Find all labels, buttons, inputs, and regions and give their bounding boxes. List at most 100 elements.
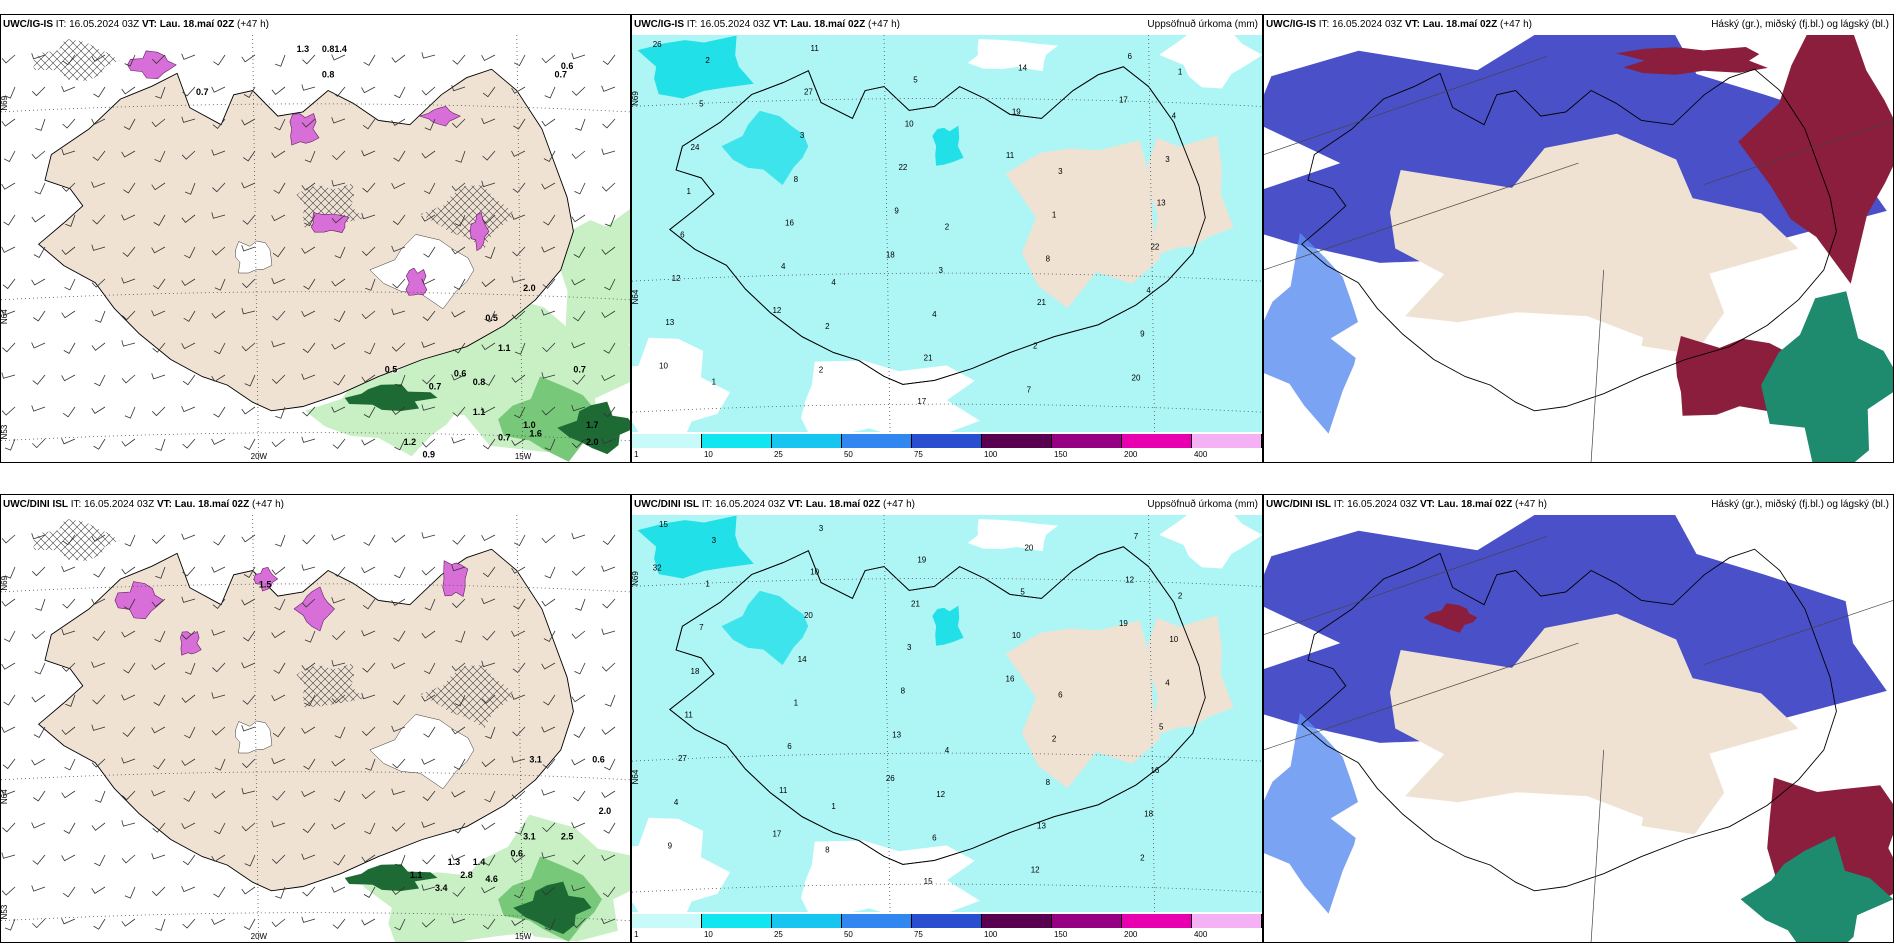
map-value-label: 4.6 bbox=[485, 874, 498, 884]
wind-barb bbox=[91, 54, 106, 62]
wind-barb bbox=[571, 694, 586, 703]
wind-barb bbox=[61, 918, 76, 925]
graticule bbox=[632, 515, 1262, 912]
map-value-label: 3.4 bbox=[435, 883, 448, 893]
map-value-label: 11 bbox=[685, 710, 694, 719]
map-value-label: 3 bbox=[712, 536, 717, 545]
wind-barb bbox=[511, 374, 526, 383]
wind-barb bbox=[391, 822, 406, 832]
wind-barb bbox=[601, 310, 616, 319]
wind-barb bbox=[511, 854, 526, 863]
wind-barb bbox=[602, 406, 616, 418]
map-value-label: 26 bbox=[653, 40, 662, 49]
map-value-label: 6 bbox=[680, 230, 685, 239]
wind-barb bbox=[273, 662, 286, 674]
wind-map-bottom: 1.5 3.1 0.6 2.0 2.5 3.1 0.6 1.3 1.42.8 3.4 4.6 1.1 N… bbox=[1, 515, 630, 942]
wind-barb bbox=[601, 85, 616, 92]
wind-barb bbox=[301, 853, 316, 860]
dry-area bbox=[632, 817, 730, 912]
wind-barb bbox=[601, 854, 616, 862]
wind-barb bbox=[422, 790, 436, 802]
map-value-label: 19 bbox=[1119, 619, 1128, 628]
wind-barb bbox=[541, 118, 556, 127]
wind-barb bbox=[362, 662, 376, 673]
map-value-label: 2.0 bbox=[586, 437, 599, 447]
wind-barb bbox=[214, 342, 226, 355]
wind-barb bbox=[453, 342, 466, 354]
map-value-label: 6 bbox=[787, 742, 792, 751]
wind-barb bbox=[121, 340, 136, 347]
wind-barb bbox=[304, 630, 316, 643]
wind-barb bbox=[33, 246, 46, 259]
wind-barb bbox=[303, 278, 316, 290]
wind-barb bbox=[91, 724, 106, 731]
map-value-label: 0.6 bbox=[561, 61, 574, 71]
wind-barb bbox=[3, 630, 16, 643]
map-value-label: 5 bbox=[699, 99, 704, 108]
colorbar-tick-label: 25 bbox=[773, 450, 783, 459]
wind-barb bbox=[64, 278, 76, 291]
wind-barb bbox=[391, 308, 406, 315]
wind-barb bbox=[212, 598, 226, 609]
wind-barb bbox=[481, 597, 496, 605]
colorbar-tick-label: 150 bbox=[1053, 930, 1068, 939]
wind-barb bbox=[1, 886, 16, 896]
wind-barb bbox=[121, 757, 136, 764]
map-value-label: 1.4 bbox=[473, 857, 486, 867]
wind-barb bbox=[511, 86, 526, 94]
wind-barb bbox=[363, 406, 376, 418]
model-name: UWC/DINI ISL bbox=[1266, 499, 1331, 510]
wind-barb bbox=[123, 118, 136, 131]
colorbar-swatch bbox=[632, 434, 702, 448]
wind-barb bbox=[301, 84, 316, 91]
wind-barb bbox=[32, 86, 46, 97]
map-value-label: 1.0 bbox=[523, 420, 536, 430]
lead-time: (+47 h) bbox=[868, 19, 900, 30]
wind-barb bbox=[92, 694, 106, 705]
wind-barb bbox=[331, 822, 346, 830]
wind-barb bbox=[571, 566, 586, 576]
wind-barb bbox=[121, 820, 136, 827]
wind-barb bbox=[2, 758, 16, 770]
map-value-label: 13 bbox=[665, 318, 674, 327]
wind-barb bbox=[451, 662, 466, 672]
wind-barb bbox=[211, 149, 226, 156]
wind-barb bbox=[334, 726, 346, 739]
wind-barb bbox=[181, 758, 196, 767]
wind-barb bbox=[361, 692, 376, 700]
wind-barb bbox=[182, 918, 196, 929]
wind-barb bbox=[361, 310, 376, 320]
wind-barb bbox=[182, 566, 196, 577]
lead-time: (+47 h) bbox=[237, 19, 269, 30]
wind-barb bbox=[391, 788, 406, 795]
wind-barb bbox=[451, 437, 466, 444]
wind-barb bbox=[242, 214, 256, 225]
wind-barb bbox=[572, 310, 586, 322]
wind-barb bbox=[361, 630, 376, 637]
convective-cell bbox=[469, 212, 490, 252]
wind-barb bbox=[571, 150, 586, 160]
graticule-line bbox=[1704, 600, 1893, 665]
wind-barb bbox=[274, 598, 286, 611]
wind-barb bbox=[601, 148, 616, 155]
map-value-label: 8 bbox=[794, 175, 799, 184]
wind-barb bbox=[31, 533, 46, 540]
map-value-label: 1 bbox=[712, 377, 717, 386]
init-time: IT: 16.05.2024 03Z bbox=[55, 19, 140, 30]
clear-sea bbox=[1330, 792, 1643, 914]
wind-barb bbox=[32, 566, 46, 577]
wind-barb bbox=[211, 212, 226, 219]
wind-barb bbox=[572, 854, 586, 865]
wind-barb bbox=[361, 918, 376, 926]
wind-barb bbox=[301, 310, 316, 317]
map-value-label: 1.1 bbox=[410, 870, 423, 880]
wind-barb bbox=[361, 726, 376, 736]
convective-cell bbox=[180, 631, 202, 656]
wind-barb bbox=[155, 566, 166, 579]
map-value-label: 10 bbox=[905, 119, 914, 128]
wind-barb bbox=[485, 246, 496, 259]
wind-barb bbox=[331, 54, 346, 61]
wind-barb bbox=[212, 182, 226, 193]
wind-barb bbox=[153, 694, 166, 706]
wind-barb bbox=[391, 886, 406, 895]
